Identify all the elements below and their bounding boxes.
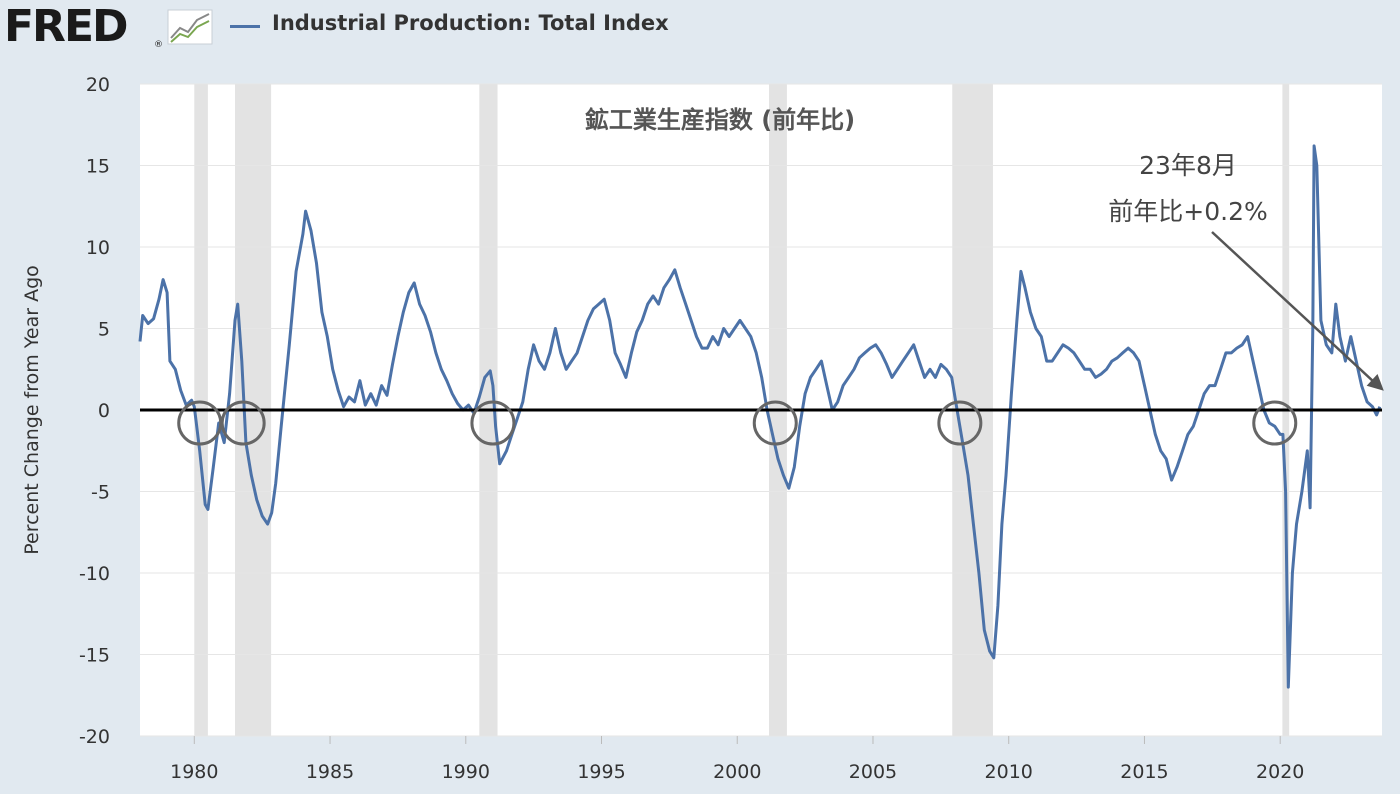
x-tick-label: 1990 [442,761,490,783]
annotation-arrowhead [1366,374,1384,391]
x-tick-label: 2005 [849,761,897,783]
x-tick-label: 2010 [985,761,1033,783]
highlight-circle [1252,400,1298,446]
y-tick-label: 10 [86,237,110,259]
y-tick-label: -20 [79,726,110,748]
y-tick-label: -15 [79,645,110,667]
annotation-arrow [1211,231,1377,385]
y-tick-label: 20 [86,74,110,96]
legend-swatch [230,25,260,28]
chart-title: 鉱工業生産指数 (前年比) [585,106,855,134]
x-tick-label: 2000 [713,761,761,783]
annotation-line-1: 23年8月 [1139,151,1237,180]
highlight-circle [937,400,983,446]
x-tick-label: 1980 [170,761,218,783]
x-tick-label: 1995 [577,761,625,783]
highlight-circle [752,400,798,446]
highlight-circle [470,400,516,446]
y-tick-label: -10 [79,563,110,585]
x-tick-label: 1985 [306,761,354,783]
y-tick-label: 5 [98,319,110,341]
x-tick-label: 2015 [1120,761,1168,783]
legend-series-title[interactable]: Industrial Production: Total Index [272,11,669,35]
y-axis-label: Percent Change from Year Ago [21,265,43,555]
y-tick-label: -5 [91,482,110,504]
logo-graph-icon [167,9,213,45]
x-tick-label: 2020 [1256,761,1304,783]
y-tick-label: 15 [86,156,110,178]
y-tick-label: 0 [98,400,110,422]
annotation-line-2: 前年比+0.2% [1108,197,1267,226]
fred-logo[interactable]: FRED [4,1,129,52]
highlight-circle [220,400,266,446]
registered-mark: ® [154,40,163,50]
